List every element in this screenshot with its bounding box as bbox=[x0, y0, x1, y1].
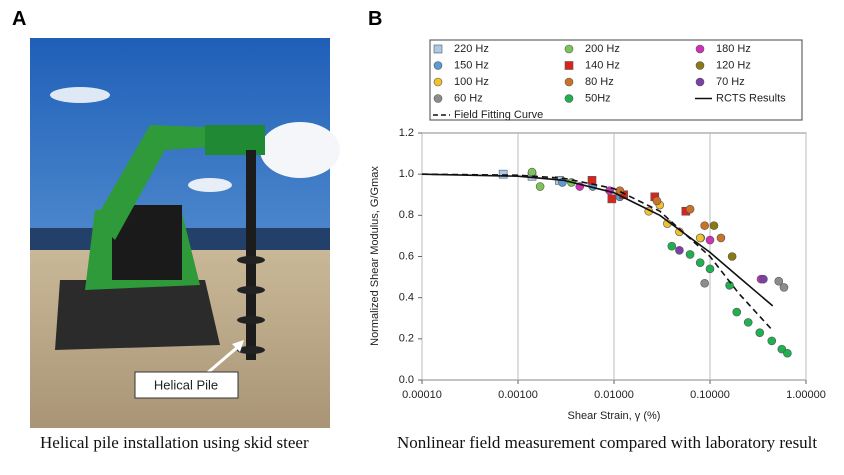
y-tick-label: 1.2 bbox=[399, 127, 414, 139]
data-point bbox=[498, 169, 508, 179]
legend-swatch bbox=[695, 44, 705, 54]
y-tick-label: 1.0 bbox=[399, 168, 414, 180]
data-point bbox=[727, 252, 737, 261]
data-point bbox=[779, 283, 789, 292]
legend-label: 50Hz bbox=[585, 92, 611, 104]
y-axis-title: Normalized Shear Modulus, G/Gmax bbox=[369, 166, 381, 346]
y-tick-label: 0.4 bbox=[399, 292, 414, 304]
data-point bbox=[705, 264, 715, 274]
legend-swatch bbox=[433, 77, 443, 87]
panel-label: A bbox=[12, 8, 27, 30]
legend-label: 100 Hz bbox=[454, 76, 489, 88]
legend-swatch bbox=[433, 61, 443, 70]
data-point bbox=[700, 278, 709, 288]
x-tick-label: 0.01000 bbox=[594, 389, 634, 401]
y-tick-label: 0.6 bbox=[399, 250, 414, 262]
caption: Helical pile installation using skid ste… bbox=[40, 433, 309, 452]
y-tick-label: 0.8 bbox=[399, 209, 414, 221]
legend-label: Field Fitting Curve bbox=[454, 109, 543, 121]
y-tick-label: 0.0 bbox=[399, 374, 414, 386]
legend-label: 70 Hz bbox=[716, 76, 745, 88]
y-tick-label: 0.2 bbox=[399, 333, 414, 345]
x-tick-label: 0.00010 bbox=[402, 389, 442, 401]
legend-swatch bbox=[695, 77, 705, 87]
data-point bbox=[675, 246, 684, 255]
data-point bbox=[535, 182, 545, 191]
data-point bbox=[587, 176, 597, 185]
legend-box bbox=[429, 39, 803, 121]
legend-swatch bbox=[564, 44, 574, 54]
legend-label: 220 Hz bbox=[454, 43, 489, 55]
data-point bbox=[755, 328, 765, 337]
data-point bbox=[767, 336, 777, 346]
panel-label: B bbox=[368, 8, 383, 30]
data-point bbox=[695, 258, 705, 267]
data-point bbox=[527, 167, 537, 177]
legend-label: RCTS Results bbox=[716, 92, 786, 104]
data-point bbox=[695, 233, 705, 243]
legend-label: 150 Hz bbox=[454, 59, 489, 71]
x-tick-label: 1.00000 bbox=[786, 389, 826, 401]
legend-label: 140 Hz bbox=[585, 59, 620, 71]
data-point bbox=[783, 348, 792, 358]
legend-swatch bbox=[695, 61, 705, 70]
caption: Nonlinear field measurement compared wit… bbox=[397, 433, 818, 452]
photo-annotation: Helical Pile bbox=[154, 377, 218, 392]
data-point bbox=[700, 221, 709, 230]
data-point bbox=[685, 250, 695, 259]
legend-label: 60 Hz bbox=[454, 92, 483, 104]
data-point bbox=[743, 318, 753, 327]
data-point bbox=[705, 235, 715, 245]
data-point bbox=[652, 196, 662, 206]
data-point bbox=[709, 221, 719, 230]
legend-swatch bbox=[564, 94, 574, 103]
legend-label: 200 Hz bbox=[585, 43, 620, 55]
data-point bbox=[607, 194, 617, 204]
x-axis-title: Shear Strain, γ (%) bbox=[568, 410, 661, 422]
legend-swatch bbox=[433, 44, 443, 54]
data-point bbox=[667, 241, 677, 251]
legend-swatch bbox=[433, 94, 443, 103]
x-tick-label: 0.10000 bbox=[690, 389, 730, 401]
x-tick-label: 0.00100 bbox=[498, 389, 538, 401]
photo: Helical Pile bbox=[30, 38, 340, 428]
legend-label: 180 Hz bbox=[716, 43, 751, 55]
data-point bbox=[759, 274, 768, 284]
curve bbox=[421, 173, 774, 332]
data-point bbox=[732, 307, 742, 317]
figure-svg: Helical Pile Shear Strain, γ (%) Normali… bbox=[30, 38, 826, 428]
data-point bbox=[716, 233, 726, 243]
data-point bbox=[774, 276, 784, 286]
legend-label: 80 Hz bbox=[585, 76, 614, 88]
data-point bbox=[685, 204, 695, 214]
legend-swatch bbox=[564, 61, 574, 70]
curve bbox=[421, 173, 774, 307]
legend-swatch bbox=[564, 77, 574, 87]
legend-label: 120 Hz bbox=[716, 59, 751, 71]
